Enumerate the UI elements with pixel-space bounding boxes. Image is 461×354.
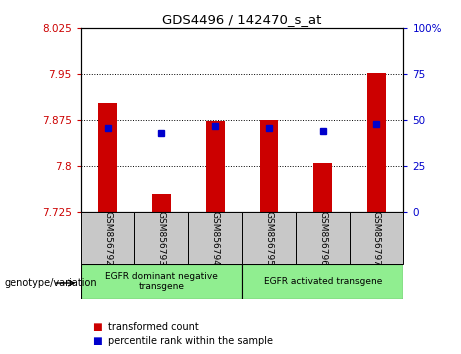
Title: GDS4496 / 142470_s_at: GDS4496 / 142470_s_at — [162, 13, 322, 26]
Bar — [98, 103, 117, 212]
Text: GSM856792: GSM856792 — [103, 211, 112, 266]
Text: EGFR dominant negative
transgene: EGFR dominant negative transgene — [105, 272, 218, 291]
Text: GSM856797: GSM856797 — [372, 211, 381, 266]
Bar — [188, 212, 242, 264]
Text: genotype/variation: genotype/variation — [5, 278, 97, 288]
Text: ■: ■ — [92, 336, 102, 346]
Bar — [206, 121, 225, 212]
Text: GSM856796: GSM856796 — [318, 211, 327, 266]
Bar — [242, 264, 403, 299]
Bar — [260, 120, 278, 212]
Text: transformed count: transformed count — [108, 322, 199, 332]
Bar — [135, 212, 188, 264]
Bar — [81, 212, 135, 264]
Bar — [81, 264, 242, 299]
Bar — [349, 212, 403, 264]
Text: GSM856795: GSM856795 — [265, 211, 273, 266]
Bar — [242, 212, 296, 264]
Text: EGFR activated transgene: EGFR activated transgene — [264, 277, 382, 286]
Bar — [152, 194, 171, 212]
Text: ■: ■ — [92, 322, 102, 332]
Bar — [296, 212, 349, 264]
Text: percentile rank within the sample: percentile rank within the sample — [108, 336, 273, 346]
Text: GSM856793: GSM856793 — [157, 211, 166, 266]
Text: GSM856794: GSM856794 — [211, 211, 219, 266]
Bar — [367, 73, 386, 212]
Bar — [313, 163, 332, 212]
